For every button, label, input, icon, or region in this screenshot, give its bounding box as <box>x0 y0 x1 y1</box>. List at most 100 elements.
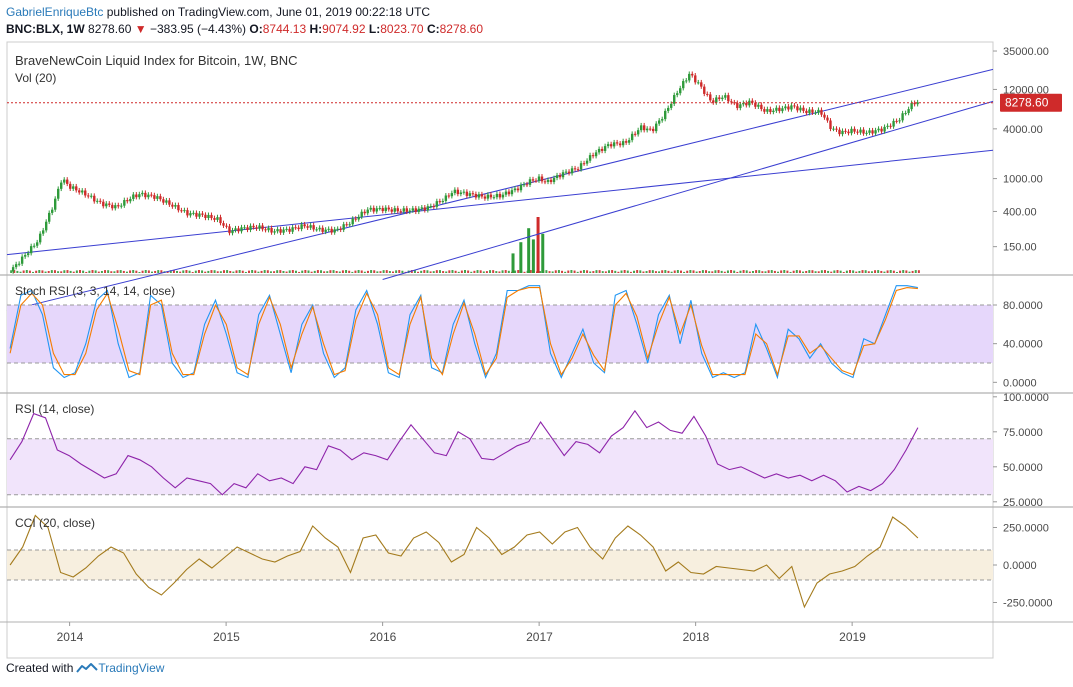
candle-body <box>838 129 841 135</box>
volume-bar <box>548 271 551 273</box>
volume-bar <box>432 271 435 273</box>
ohlc-line: BNC:BLX, 1W 8278.60 ▼ −383.95 (−4.43%) O… <box>6 21 483 38</box>
volume-bar <box>467 270 470 273</box>
candle-body <box>814 112 817 114</box>
volume-bar <box>767 270 770 273</box>
candle-body <box>147 194 150 198</box>
candle-body <box>561 172 565 178</box>
candle-body <box>255 227 258 229</box>
volume-bar <box>874 270 877 273</box>
volume-bar <box>88 270 91 273</box>
stoch-rsi-series-line-2 <box>9 287 918 377</box>
volume-bar <box>442 271 445 273</box>
cci-pane-title: CCI (20, close) <box>15 516 95 530</box>
volume-bar <box>125 271 128 273</box>
volume-spike-bar <box>536 217 540 273</box>
candle-body <box>228 226 231 234</box>
candle-body <box>264 229 267 231</box>
volume-spike-bar <box>527 228 531 273</box>
volume-bar <box>53 270 56 273</box>
volume-bar <box>654 271 657 273</box>
candle-body <box>597 148 601 153</box>
candle-body <box>793 105 796 107</box>
volume-bar <box>445 271 448 273</box>
candle-body <box>456 189 460 195</box>
volume-bar <box>604 271 607 273</box>
volume-bar <box>867 271 870 273</box>
close-label: C: <box>426 22 440 36</box>
candle-body <box>47 212 51 222</box>
candle-body <box>552 178 556 183</box>
candle-body <box>841 130 844 135</box>
volume-bar <box>301 270 304 273</box>
candle-body <box>829 120 832 129</box>
candle-body <box>330 228 333 233</box>
candle-body <box>96 200 99 202</box>
author-link[interactable]: GabrielEnriqueBtc <box>6 5 104 19</box>
candle-body <box>781 108 784 112</box>
tradingview-brand[interactable]: TradingView <box>76 661 164 675</box>
candle-body <box>195 212 198 217</box>
volume-bar <box>385 270 388 273</box>
candle-body <box>44 221 48 231</box>
candle-body <box>667 107 670 111</box>
volume-bar <box>269 271 272 273</box>
candle-body <box>808 109 811 114</box>
volume-bar <box>185 270 188 273</box>
candle-body <box>694 75 697 83</box>
candle-body <box>615 142 619 144</box>
volume-bar <box>917 270 920 273</box>
candle-body <box>703 86 706 94</box>
volume-bar <box>570 270 573 273</box>
down-triangle-icon: ▼ <box>134 22 147 36</box>
candle-body <box>579 163 583 170</box>
time-tick-label: 2019 <box>839 630 866 644</box>
volume-bar <box>370 270 373 273</box>
volume-bar <box>204 271 207 273</box>
candle-body <box>357 216 360 220</box>
candle-body <box>138 194 141 198</box>
candle-body <box>721 97 724 99</box>
candle-body <box>360 211 363 217</box>
volume-bar <box>673 270 676 273</box>
candle-body <box>237 228 240 232</box>
volume-bar <box>207 270 210 273</box>
volume-bar <box>773 270 776 273</box>
price-tick-label: 12000.00 <box>1003 84 1049 96</box>
volume-bar <box>748 271 751 273</box>
candle-body <box>763 109 766 112</box>
candle-body <box>294 227 297 229</box>
candle-body <box>540 176 544 182</box>
volume-bar <box>25 270 28 273</box>
volume-bar <box>288 270 291 273</box>
candle-body <box>630 133 634 141</box>
candle-body <box>246 227 249 230</box>
volume-bar <box>498 271 501 273</box>
volume-bar <box>576 271 579 273</box>
price-tick-label: 400.00 <box>1003 206 1037 218</box>
volume-bar <box>701 270 704 273</box>
volume-bar <box>886 270 889 273</box>
volume-bar <box>341 270 344 273</box>
volume-bar <box>620 270 623 273</box>
candle-body <box>102 201 105 207</box>
volume-bar <box>401 270 404 273</box>
volume-bar <box>820 270 823 273</box>
candle-body <box>477 194 481 198</box>
volume-bar <box>44 271 47 273</box>
candle-body <box>582 163 586 165</box>
volume-bar <box>479 270 482 273</box>
volume-bar <box>219 271 222 273</box>
candle-body <box>93 195 96 202</box>
volume-bar <box>914 270 917 273</box>
volume-bar <box>661 270 664 273</box>
trend-line-3 <box>382 100 994 281</box>
cci-series-line-1 <box>9 514 919 609</box>
volume-bar <box>645 271 648 273</box>
candle-body <box>730 101 733 103</box>
volume-bar <box>57 271 60 273</box>
candle-body <box>844 130 847 132</box>
candle-body <box>805 110 808 114</box>
candle-body <box>492 197 496 199</box>
